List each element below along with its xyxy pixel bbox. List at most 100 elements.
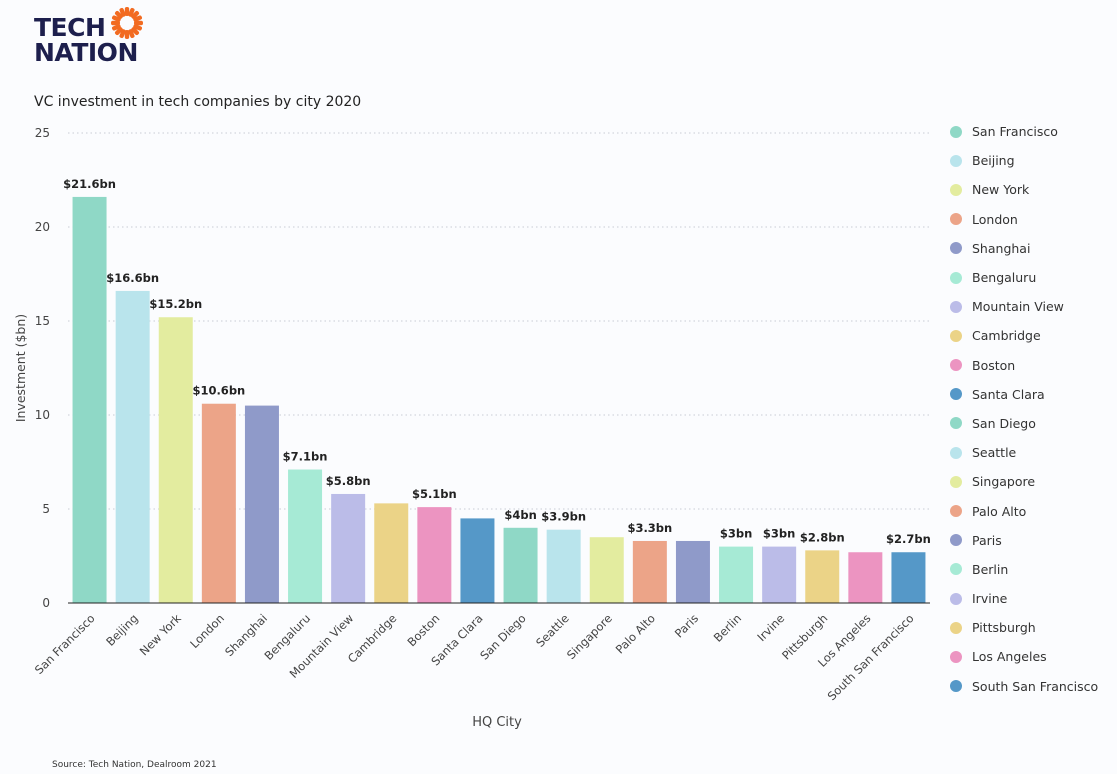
x-tick-label: San Francisco bbox=[32, 611, 98, 677]
sun-ray bbox=[124, 30, 130, 39]
bar bbox=[158, 317, 193, 603]
sun-ray bbox=[128, 7, 135, 17]
legend-label: Boston bbox=[972, 357, 1016, 373]
x-tick-label: Seattle bbox=[533, 611, 572, 650]
legend-label: Berlin bbox=[972, 561, 1009, 577]
data-label: $4bn bbox=[504, 508, 536, 522]
legend-label: Los Angeles bbox=[972, 649, 1047, 665]
chart-title: VC investment in tech companies by city … bbox=[34, 94, 362, 110]
sun-ray bbox=[133, 24, 143, 31]
sun-ray bbox=[128, 29, 135, 39]
data-label: $15.2bn bbox=[149, 297, 202, 311]
bar bbox=[589, 537, 624, 603]
x-tick-label: South San Francisco bbox=[825, 611, 917, 703]
y-tick-label: 10 bbox=[35, 408, 50, 422]
legend-item: Irvine bbox=[950, 584, 1115, 613]
legend-label: Bengaluru bbox=[972, 270, 1037, 286]
bar bbox=[115, 290, 150, 603]
legend-label: San Diego bbox=[972, 415, 1036, 431]
bar bbox=[719, 546, 754, 603]
data-label: $2.7bn bbox=[886, 532, 931, 546]
x-tick-label: Beijing bbox=[103, 611, 141, 649]
sun-ray bbox=[119, 29, 126, 39]
legend-item: San Francisco bbox=[950, 117, 1115, 146]
x-tick-label: Irvine bbox=[754, 611, 787, 644]
legend-swatch bbox=[950, 417, 962, 430]
legend-label: South San Francisco bbox=[972, 678, 1099, 694]
legend-label: New York bbox=[972, 182, 1030, 198]
legend-label: Shanghai bbox=[972, 240, 1031, 256]
bar bbox=[201, 403, 236, 603]
legend-swatch bbox=[950, 680, 962, 693]
legend-item: Mountain View bbox=[950, 292, 1115, 321]
sun-ray bbox=[111, 24, 121, 31]
legend-swatch bbox=[950, 388, 962, 401]
legend-swatch bbox=[950, 271, 962, 284]
legend-swatch bbox=[950, 563, 962, 576]
x-tick-label: New York bbox=[137, 611, 184, 658]
legend-label: Palo Alto bbox=[972, 503, 1027, 519]
sun-ray bbox=[133, 15, 143, 22]
y-tick-label: 25 bbox=[35, 126, 50, 140]
bar bbox=[632, 540, 667, 603]
data-label: $3.9bn bbox=[541, 510, 586, 524]
data-label: $2.8bn bbox=[800, 530, 845, 544]
legend-label: Paris bbox=[972, 532, 1002, 548]
y-tick-label: 20 bbox=[35, 220, 50, 234]
x-tick-label: Paris bbox=[672, 611, 701, 640]
legend-swatch bbox=[950, 359, 962, 372]
bar bbox=[374, 503, 409, 603]
y-axis-label: Investment ($bn) bbox=[13, 314, 28, 422]
sun-ray bbox=[114, 27, 123, 36]
legend-swatch bbox=[950, 592, 962, 605]
legend-item: Boston bbox=[950, 351, 1115, 380]
sun-ray bbox=[131, 10, 140, 19]
x-tick-label: San Diego bbox=[477, 611, 528, 662]
legend-swatch bbox=[950, 505, 962, 518]
legend-label: Pittsburgh bbox=[972, 620, 1036, 636]
x-axis-label: HQ City bbox=[472, 715, 522, 730]
legend-item: New York bbox=[950, 175, 1115, 204]
legend-swatch bbox=[950, 621, 962, 634]
y-tick-labels: 0 5 10 15 20 25 bbox=[35, 126, 50, 610]
legend-swatch bbox=[950, 650, 962, 663]
legend-label: Santa Clara bbox=[972, 386, 1045, 402]
data-label: $16.6bn bbox=[106, 271, 159, 285]
legend-item: Paris bbox=[950, 526, 1115, 555]
legend-item: Los Angeles bbox=[950, 642, 1115, 671]
legend-item: Singapore bbox=[950, 467, 1115, 496]
legend-label: Cambridge bbox=[972, 328, 1041, 344]
grid-lines bbox=[68, 132, 930, 510]
bar bbox=[891, 552, 926, 603]
data-label: $5.1bn bbox=[412, 487, 457, 501]
legend-item: Palo Alto bbox=[950, 496, 1115, 525]
legend-label: San Francisco bbox=[972, 124, 1058, 140]
legend-label: Seattle bbox=[972, 445, 1017, 461]
legend-swatch bbox=[950, 242, 962, 255]
chart-legend: San Francisco Beijing New York London Shangh… bbox=[950, 117, 1115, 701]
source-note: Source: Tech Nation, Dealroom 2021 bbox=[52, 760, 217, 770]
sun-ray bbox=[131, 27, 140, 36]
bar bbox=[417, 507, 452, 603]
bar bbox=[762, 546, 797, 603]
logo-line-tech: TECH bbox=[34, 13, 106, 42]
x-tick-label: Palo Alto bbox=[613, 611, 658, 656]
sun-ray bbox=[134, 20, 143, 26]
legend-swatch bbox=[950, 475, 962, 488]
data-label: $21.6bn bbox=[63, 177, 116, 191]
sun-ray bbox=[111, 15, 121, 22]
y-tick-label: 5 bbox=[42, 502, 50, 516]
legend-swatch bbox=[950, 446, 962, 459]
data-label: $3bn bbox=[720, 527, 752, 541]
legend-swatch bbox=[950, 125, 962, 138]
bar bbox=[848, 552, 883, 603]
data-label: $10.6bn bbox=[192, 384, 245, 398]
legend-swatch bbox=[950, 534, 962, 547]
legend-item: San Diego bbox=[950, 409, 1115, 438]
logo-line-nation: NATION bbox=[34, 38, 138, 67]
x-tick-label: Singapore bbox=[564, 611, 615, 662]
bar bbox=[675, 540, 710, 603]
y-tick-label: 15 bbox=[35, 314, 50, 328]
x-tick-label: Boston bbox=[404, 611, 442, 649]
